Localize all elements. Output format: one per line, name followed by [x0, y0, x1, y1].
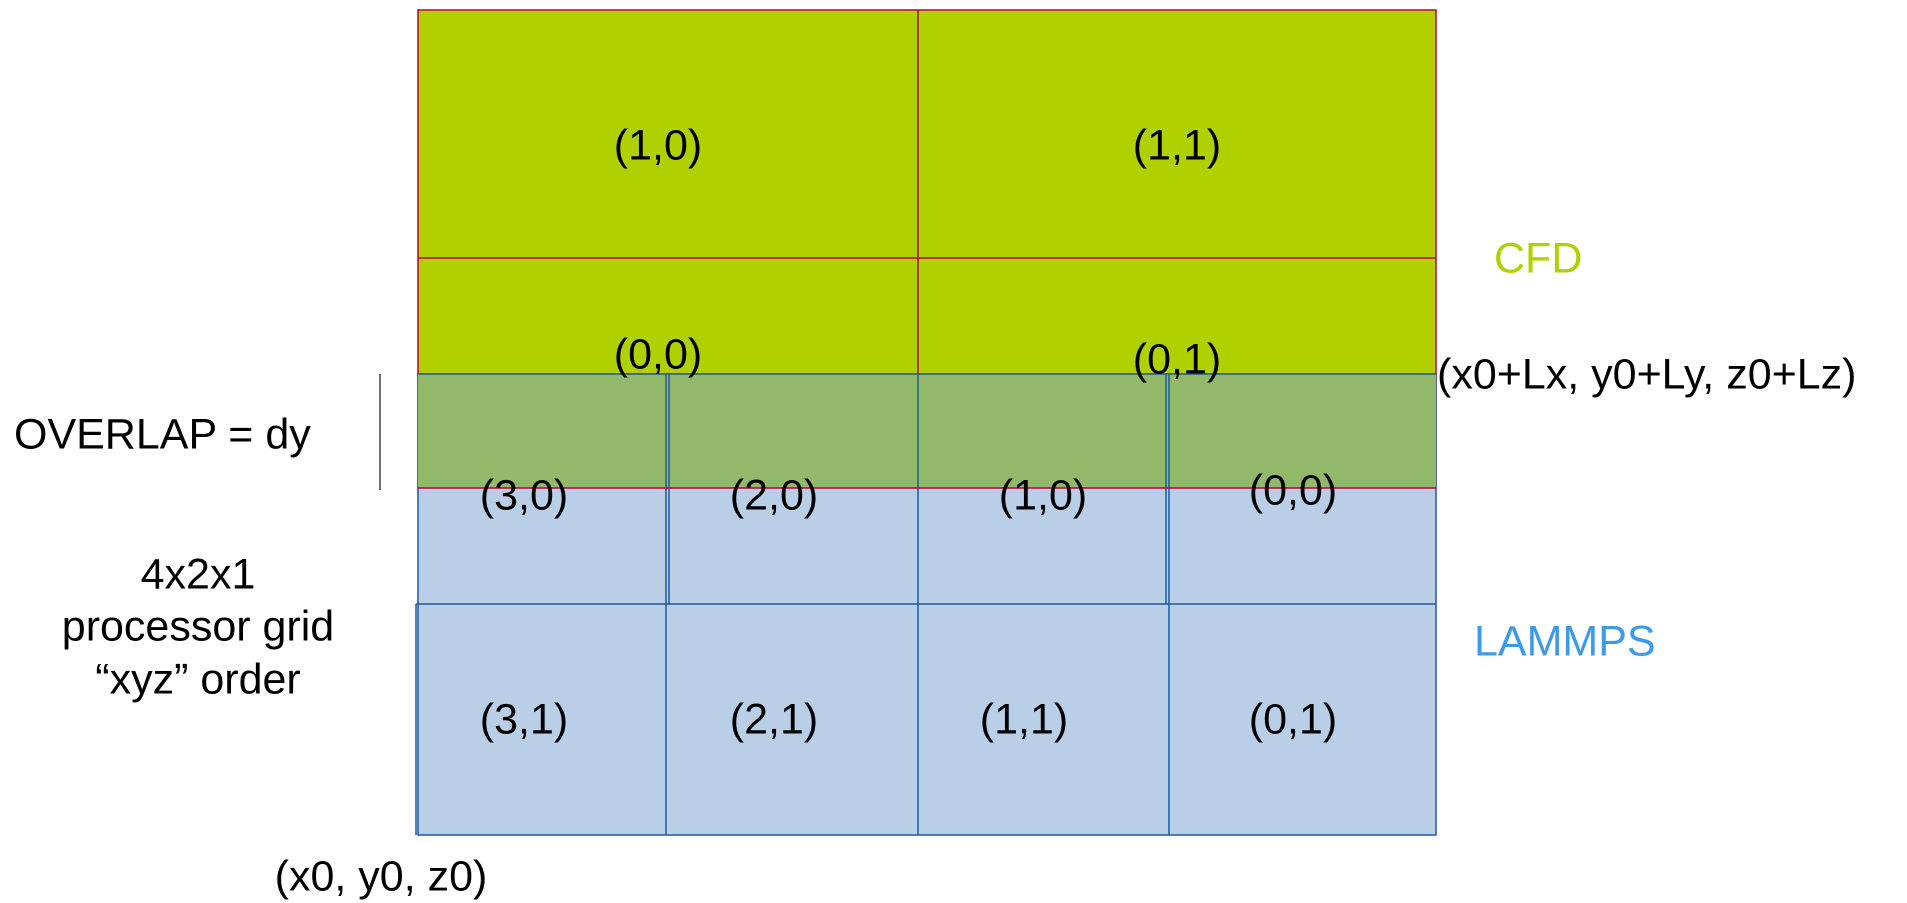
processor-grid-label: 4x2x1 processor grid “xyz” order	[62, 548, 334, 705]
upper-corner-label: (x0+Lx, y0+Ly, z0+Lz)	[1437, 350, 1857, 399]
lammps-cell-label: (0,1)	[1248, 695, 1338, 744]
lammps-cell-label: (2,0)	[729, 471, 819, 520]
lammps-cell-label: (0,0)	[1248, 466, 1338, 515]
lammps-label: LAMMPS	[1474, 617, 1656, 666]
processor-grid-dims: 4x2x1	[140, 550, 256, 599]
processor-grid-order: “xyz” order	[95, 655, 301, 704]
lammps-cell-label: (3,0)	[479, 471, 569, 520]
processor-grid-title: processor grid	[61, 602, 335, 651]
cfd-cell-label: (1,0)	[613, 121, 703, 170]
cfd-cell-label: (0,0)	[613, 330, 703, 379]
overlap-region	[418, 374, 1436, 488]
lammps-cell-label: (1,1)	[979, 695, 1069, 744]
overlap-label: OVERLAP = dy	[14, 410, 311, 459]
cfd-label: CFD	[1494, 234, 1583, 283]
cfd-cell-label: (0,1)	[1132, 335, 1222, 384]
lammps-cell-label: (1,0)	[998, 471, 1088, 520]
cfd-cell-label: (1,1)	[1132, 121, 1222, 170]
lower-corner-label: (x0, y0, z0)	[274, 852, 488, 901]
lammps-cell-label: (2,1)	[729, 695, 819, 744]
lammps-cell-label: (3,1)	[479, 695, 569, 744]
